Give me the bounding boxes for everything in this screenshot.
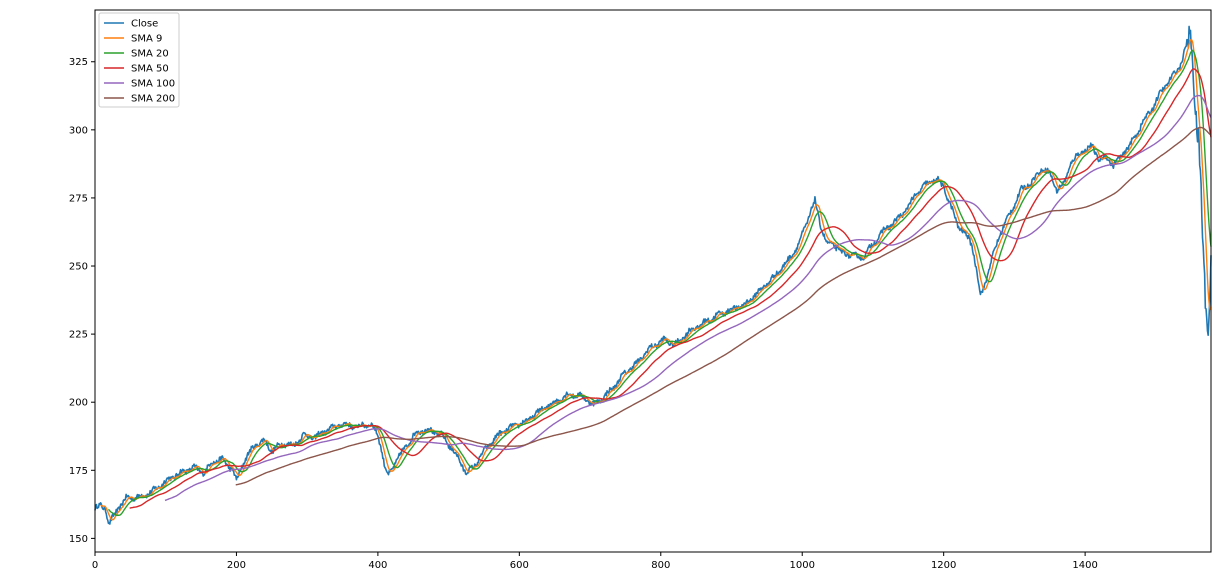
series-line-sma-200 bbox=[235, 126, 1212, 486]
plot-frame bbox=[94, 9, 1212, 553]
y-tick-label: 300 bbox=[69, 125, 88, 136]
x-tick-label: 1000 bbox=[789, 560, 814, 571]
series-line-sma-50 bbox=[129, 68, 1212, 509]
y-tick-label: 225 bbox=[69, 330, 88, 341]
plot-background bbox=[95, 10, 1211, 552]
x-tick-label: 1400 bbox=[1072, 560, 1097, 571]
x-tick-label: 600 bbox=[510, 560, 529, 571]
x-tick-label: 400 bbox=[368, 560, 387, 571]
y-tick-label: 250 bbox=[69, 262, 88, 273]
y-tick-label: 275 bbox=[69, 193, 88, 204]
series-lines bbox=[94, 25, 1212, 525]
x-tick-label: 800 bbox=[651, 560, 670, 571]
legend: Close SMA 9 SMA 20 SMA 50 SMA 100 SMA 200 bbox=[98, 12, 180, 108]
y-tick-label: 325 bbox=[69, 57, 88, 68]
legend-label: SMA 200 bbox=[131, 94, 175, 105]
legend-label: SMA 9 bbox=[131, 34, 162, 45]
legend-label: SMA 50 bbox=[131, 64, 169, 75]
y-axis: 150 175 200 225 250 275 300 325 bbox=[69, 57, 95, 545]
series-line-sma-100 bbox=[164, 94, 1212, 502]
y-tick-label: 150 bbox=[69, 534, 88, 545]
x-axis: 0 200 400 600 800 1000 1200 1400 bbox=[92, 552, 1098, 571]
x-tick-label: 200 bbox=[227, 560, 246, 571]
y-tick-label: 200 bbox=[69, 398, 88, 409]
y-tick-label: 175 bbox=[69, 466, 88, 477]
x-tick-label: 1200 bbox=[931, 560, 956, 571]
legend-label: SMA 100 bbox=[131, 79, 175, 90]
legend-label: SMA 20 bbox=[131, 49, 169, 60]
x-tick-label: 0 bbox=[92, 560, 98, 571]
legend-label: Close bbox=[131, 19, 158, 30]
